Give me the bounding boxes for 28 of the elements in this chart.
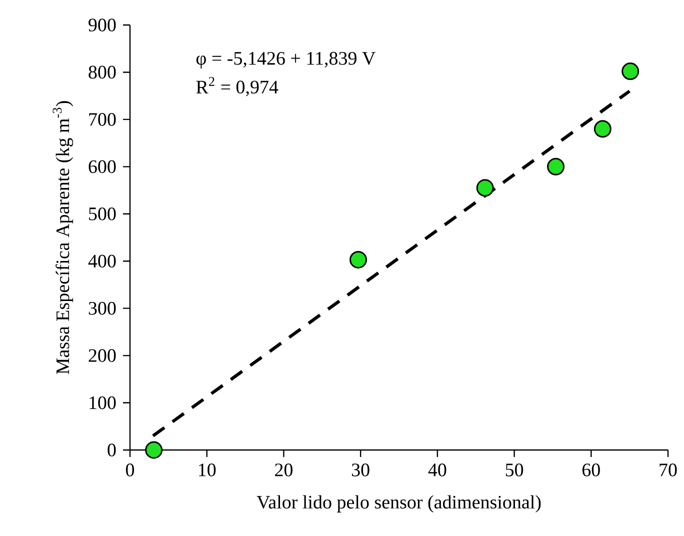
y-tick-label: 0 xyxy=(108,444,116,456)
point xyxy=(594,120,612,138)
point xyxy=(547,158,565,176)
point xyxy=(145,441,163,459)
x-tick-label: 0 xyxy=(126,464,134,476)
point xyxy=(350,250,368,268)
y-axis-title: Massa Específica Aparente (kg m$^{-3}$) xyxy=(52,101,74,374)
y-tick-label: 300 xyxy=(88,302,116,315)
point xyxy=(476,179,494,197)
x-tick-label: 20 xyxy=(275,464,292,476)
x-tick-label: 50 xyxy=(506,464,524,476)
y-tick-label: 600 xyxy=(88,160,116,174)
y-tick-label: 100 xyxy=(90,396,116,410)
y-tick-label: 200 xyxy=(88,349,116,362)
annotation: φ = -5,1426 + 11,839 V xyxy=(196,52,376,69)
y-tick-label: 700 xyxy=(89,113,116,126)
y-tick-label: 800 xyxy=(88,66,116,79)
x-tick-label: 10 xyxy=(199,464,216,476)
x-axis-title: Valor lido pelo sensor (adimensional) xyxy=(256,495,541,512)
x-tick-label: 40 xyxy=(428,464,446,476)
y-tick-label: 400 xyxy=(88,254,116,268)
point xyxy=(622,62,640,80)
y-tick-label: 900 xyxy=(88,18,116,32)
x-tick-label: 60 xyxy=(582,464,600,476)
x-tick-label: 30 xyxy=(352,464,370,476)
x-tick-label: 70 xyxy=(660,464,677,476)
y-tick-label: 500 xyxy=(89,207,116,220)
annotation: R$^{2}$ = 0,974 xyxy=(196,77,278,96)
